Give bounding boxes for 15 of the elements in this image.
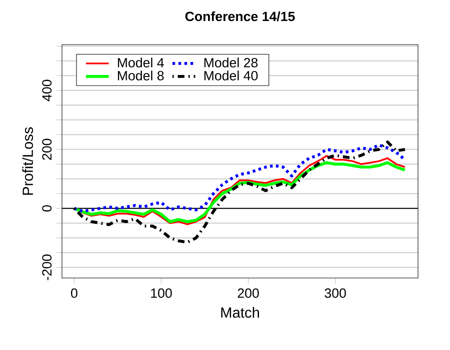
x-tick-label: 100: [151, 288, 172, 298]
y-tick-label: 400: [42, 80, 52, 102]
y-axis-title: Profit/Loss: [22, 127, 34, 195]
y-tick-label: 0: [42, 205, 52, 212]
chart-title: Conference 14/15: [185, 11, 295, 22]
legend-label: Model 40: [204, 70, 258, 80]
x-tick-label: 0: [71, 288, 78, 298]
y-tick-label: 200: [42, 138, 52, 160]
legend-label: Model 4: [118, 58, 164, 68]
x-tick-label: 300: [324, 288, 346, 298]
x-axis-title: Match: [221, 307, 260, 318]
legend-label: Model 8: [118, 70, 164, 80]
legend-label: Model 28: [204, 58, 258, 68]
y-tick-label: -200: [42, 254, 52, 280]
x-tick-label: 200: [238, 288, 259, 298]
